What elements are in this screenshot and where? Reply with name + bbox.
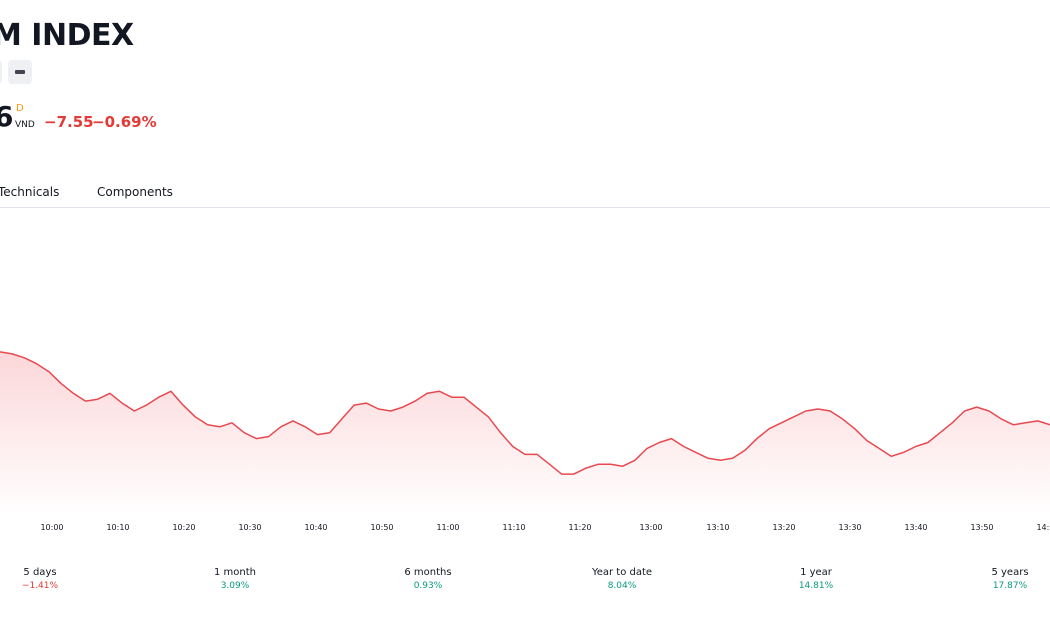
price-change: −7.55: [44, 113, 94, 131]
dash-icon: [15, 70, 25, 74]
performance-item[interactable]: 1 year 14.81%: [756, 567, 876, 591]
tabs-divider: [0, 207, 1050, 208]
interval-marker: D: [16, 103, 24, 114]
x-tick-label: 13:10: [706, 523, 730, 532]
x-tick-label: 11:00: [436, 523, 460, 532]
last-price: 6: [0, 100, 14, 133]
tab-technicals[interactable]: Technicals: [0, 185, 60, 199]
x-tick-label: 10:20: [172, 523, 196, 532]
x-tick-label: 13:30: [838, 523, 862, 532]
chart-area-fill: [0, 351, 1050, 515]
performance-period-label: 5 days: [23, 567, 57, 578]
x-tick-label: 11:10: [502, 523, 526, 532]
more-badge[interactable]: [8, 60, 32, 84]
x-tick-label: 14:00: [1036, 523, 1050, 532]
performance-change-value: 8.04%: [607, 581, 637, 591]
performance-change-value: 14.81%: [798, 581, 834, 591]
performance-period-label: 5 years: [991, 567, 1029, 578]
price-change-percent: −0.69%: [92, 113, 157, 131]
intraday-area-chart[interactable]: [0, 330, 1050, 520]
index-title: M INDEX: [0, 18, 134, 53]
currency-label: VND: [15, 120, 35, 130]
exchange-badge[interactable]: [0, 60, 2, 84]
performance-change-value: 3.09%: [220, 581, 250, 591]
performance-change-value: 0.93%: [413, 581, 443, 591]
performance-period-label: 6 months: [404, 567, 452, 578]
performance-period-label: 1 year: [800, 567, 832, 578]
performance-item[interactable]: Year to date 8.04%: [562, 567, 682, 591]
x-tick-label: 10:30: [238, 523, 262, 532]
performance-change-value: −1.41%: [21, 581, 59, 591]
performance-change-value: 17.87%: [992, 581, 1028, 591]
x-tick-label: 10:00: [40, 523, 64, 532]
performance-item[interactable]: 1 month 3.09%: [175, 567, 295, 591]
performance-item[interactable]: 5 years 17.87%: [950, 567, 1050, 591]
x-tick-label: 11:20: [568, 523, 592, 532]
performance-item[interactable]: 6 months 0.93%: [368, 567, 488, 591]
x-tick-label: 13:40: [904, 523, 928, 532]
x-tick-label: 13:50: [970, 523, 994, 532]
performance-period-label: Year to date: [591, 567, 653, 578]
tab-components[interactable]: Components: [97, 185, 173, 199]
x-tick-label: 10:50: [370, 523, 394, 532]
x-tick-label: 13:20: [772, 523, 796, 532]
x-tick-label: 13:00: [639, 523, 663, 532]
x-tick-label: 10:10: [106, 523, 130, 532]
performance-period-label: 1 month: [214, 567, 256, 578]
performance-item[interactable]: 5 days −1.41%: [0, 567, 100, 591]
chart-series-line: [0, 351, 1050, 475]
x-tick-label: 10:40: [304, 523, 328, 532]
